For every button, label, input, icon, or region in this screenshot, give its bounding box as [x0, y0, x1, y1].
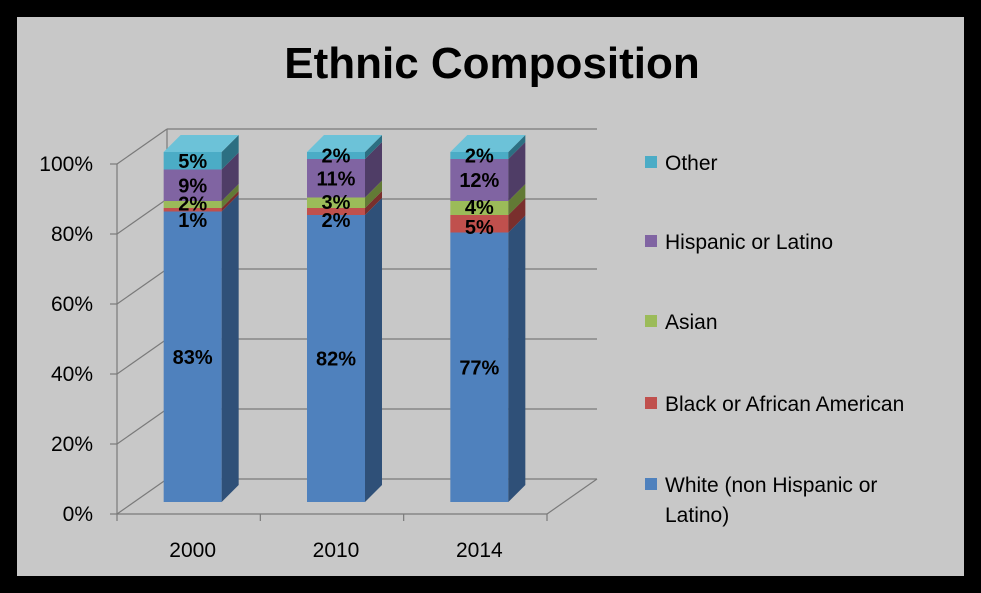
bar-segment-side: [365, 191, 382, 215]
bar-segment: [450, 215, 509, 233]
bar-segment-side: [221, 152, 239, 201]
gridline-side: [116, 198, 168, 235]
legend-entry: Latino): [665, 504, 729, 527]
data-labels: 83%1%2%9%5%82%2%3%11%2%77%5%4%12%2%: [173, 146, 500, 380]
legend-entry: Black or African American: [665, 393, 904, 416]
gridline-side: [116, 408, 168, 445]
bar-segment: [163, 169, 222, 201]
legend-swatch: [645, 235, 657, 247]
y-tick-label: 80%: [51, 223, 93, 246]
chart-title: Ethnic Composition: [284, 39, 700, 88]
data-label: 2%: [465, 146, 494, 168]
chart-svg: Ethnic Composition 0% 20% 40% 60% 80% 100% 200…: [39, 39, 904, 562]
y-tick-label: 0%: [63, 503, 93, 526]
legend-entry: Asian: [665, 311, 718, 334]
legend-entry: Hispanic or Latino: [665, 231, 833, 254]
data-label: 2%: [178, 194, 207, 216]
bar-segment: [307, 159, 365, 198]
bar-segment-side: [365, 135, 382, 159]
bar-segment: [307, 197, 365, 208]
legend-entry: White (non Hispanic or: [665, 474, 877, 497]
legend-swatch: [645, 315, 657, 327]
bar-segment-side: [508, 135, 526, 159]
x-tick-label: 2014: [456, 539, 503, 562]
bar-segment-side: [508, 198, 526, 233]
data-label: 3%: [322, 192, 351, 214]
bar-segment-side: [365, 180, 382, 208]
floor-edge: [546, 478, 598, 515]
legend-swatch: [645, 397, 657, 409]
legend-swatch: [645, 156, 657, 168]
bars: [163, 135, 526, 502]
data-label: 5%: [178, 151, 207, 173]
bar-segment: [307, 215, 365, 502]
data-label: 5%: [465, 217, 494, 239]
bar-segment-side: [508, 215, 526, 502]
data-label: 12%: [459, 170, 499, 192]
legend-entry: Other: [665, 152, 718, 175]
legend-swatch: [645, 478, 657, 490]
bar-segment: [307, 152, 365, 159]
bar-top: [307, 135, 382, 152]
data-label: 1%: [178, 210, 207, 232]
y-tick-label: 40%: [51, 363, 93, 386]
bar-top: [450, 135, 526, 152]
bar-segment-side: [221, 135, 239, 170]
bar-segment-side: [508, 142, 526, 201]
x-tick-label: 2000: [169, 539, 216, 562]
gridline-side: [116, 338, 168, 375]
bar-segment-side: [221, 184, 239, 208]
data-label: 2%: [322, 210, 351, 232]
bar-segment: [450, 152, 509, 159]
gridline-side: [116, 268, 168, 305]
data-label: 4%: [465, 197, 494, 219]
data-label: 9%: [178, 175, 207, 197]
bar-segment-side: [508, 184, 526, 215]
bar-segment: [163, 211, 222, 502]
gridline-side: [116, 128, 168, 165]
gridline-side: [116, 478, 168, 515]
bar-segment: [450, 232, 509, 502]
legend: Other Hispanic or Latino Asian Black or Afr…: [645, 152, 904, 527]
y-tick-label: 100%: [39, 153, 93, 176]
chart-panel: Ethnic Composition 0% 20% 40% 60% 80% 100% 200…: [17, 17, 964, 576]
bar-segment-side: [365, 142, 382, 198]
bar-segment-side: [365, 198, 382, 502]
bar-segment-side: [221, 194, 239, 502]
bar-segment: [450, 201, 509, 215]
bar-segment: [307, 208, 365, 215]
bar-top: [163, 135, 239, 152]
data-label: 77%: [459, 357, 499, 379]
x-tick-label: 2010: [313, 539, 360, 562]
bar-segment: [163, 208, 222, 212]
data-label: 11%: [317, 168, 356, 190]
data-label: 82%: [316, 349, 356, 371]
y-tick-label: 20%: [51, 433, 93, 456]
bar-segment: [450, 159, 509, 201]
bar-segment: [163, 152, 222, 170]
data-label: 83%: [173, 347, 213, 369]
y-tick-label: 60%: [51, 293, 93, 316]
data-label: 2%: [322, 146, 351, 168]
bar-segment: [163, 201, 222, 208]
bar-segment-side: [221, 191, 239, 212]
